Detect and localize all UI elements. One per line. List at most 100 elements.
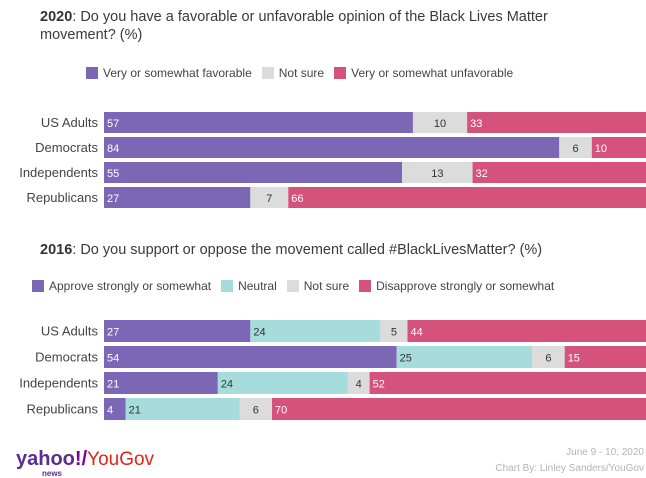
legend-swatch: [286, 280, 299, 292]
data-label-republicans-approve-strongly-or-somewhat: 4: [107, 405, 113, 417]
legend-item-disapprove-strongly-or-somewhat: Disapprove strongly or somewhat: [359, 279, 554, 293]
chart-2020-question: : Do you have a favorable or unfavorable…: [40, 9, 548, 43]
data-label-democrats-not-sure: 6: [572, 143, 578, 155]
data-label-independents-not-sure: 4: [356, 379, 362, 391]
category-label-republicans: Republicans: [26, 402, 98, 417]
bar-independents-not-sure: [402, 162, 473, 183]
legend-swatch: [32, 280, 44, 292]
chart-credit: Chart By: Linley Sanders/YouGov: [495, 463, 644, 474]
bar-democrats-not-sure: [559, 137, 592, 158]
bar-us-adults-disapprove-strongly-or-somewhat: [407, 320, 646, 342]
bar-us-adults-very-or-somewhat-unfavorable: [467, 112, 646, 133]
chart-2020-bars: US Adults 57 10 33 Democrats 84 6 10 Independent…: [19, 112, 646, 208]
yahoo-news-label: news: [42, 469, 63, 478]
data-label-us-adults-very-or-somewhat-favorable: 57: [107, 118, 119, 130]
data-label-democrats-very-or-somewhat-unfavorable: 10: [595, 143, 607, 155]
data-label-us-adults-very-or-somewhat-unfavorable: 33: [470, 118, 482, 130]
bar-us-adults-very-or-somewhat-favorable: [104, 112, 413, 133]
data-label-independents-neutral: 24: [221, 379, 233, 391]
bar-us-adults-approve-strongly-or-somewhat: [104, 320, 251, 342]
data-label-us-adults-disapprove-strongly-or-somewhat: 44: [411, 327, 423, 339]
data-label-democrats-approve-strongly-or-somewhat: 54: [107, 353, 119, 365]
category-label-us-adults: US Adults: [41, 115, 99, 130]
data-label-republicans-neutral: 21: [129, 405, 141, 417]
data-label-us-adults-not-sure: 5: [391, 327, 397, 339]
bar-republicans-neutral: [125, 398, 240, 420]
chart-2016-legend: Approve strongly or somewhat Neutral Not s…: [32, 278, 564, 294]
chart-2016-title: 2016: Do you support or oppose the movem…: [40, 241, 600, 259]
bar-republicans-approve-strongly-or-somewhat: [104, 398, 126, 420]
legend-item-neutral: Neutral: [221, 279, 277, 293]
yahoo-exclamation: !: [74, 448, 82, 470]
bar-democrats-disapprove-strongly-or-somewhat: [564, 346, 646, 368]
logo-slash: /: [81, 448, 88, 470]
bar-republicans-disapprove-strongly-or-somewhat: [272, 398, 646, 420]
legend-label: Not sure: [278, 66, 325, 80]
data-label-us-adults-neutral: 24: [253, 327, 265, 339]
bar-independents-very-or-somewhat-favorable: [104, 162, 403, 183]
data-label-republicans-not-sure: 6: [253, 405, 259, 417]
data-label-democrats-not-sure: 6: [545, 353, 551, 365]
chart-2020-title: 2020: Do you have a favorable or unfavor…: [40, 8, 600, 44]
data-label-independents-very-or-somewhat-favorable: 55: [107, 168, 119, 180]
legend-item-very-or-somewhat-favorable: Very or somewhat favorable: [86, 66, 252, 80]
chart-2016-year: 2016: [40, 242, 73, 258]
legend-label: Very or somewhat favorable: [103, 66, 252, 80]
bar-democrats-neutral: [396, 346, 533, 368]
legend-label: Very or somewhat unfavorable: [351, 66, 514, 80]
bar-independents-approve-strongly-or-somewhat: [104, 372, 218, 394]
bar-independents-not-sure: [347, 372, 370, 394]
bar-republicans-very-or-somewhat-unfavorable: [288, 187, 646, 208]
yahoo-yougov-logo: yahoo!/YouGov: [16, 448, 154, 471]
bar-us-adults-neutral: [250, 320, 381, 342]
category-label-republicans: Republicans: [26, 190, 98, 205]
category-label-independents: Independents: [19, 165, 98, 180]
data-label-republicans-very-or-somewhat-unfavorable: 66: [291, 193, 303, 205]
bar-republicans-not-sure: [250, 187, 289, 208]
legend-label: Disapprove strongly or somewhat: [376, 279, 555, 293]
bar-independents-neutral: [217, 372, 348, 394]
chart-2020-legend: Very or somewhat favorable Not sure Very o…: [86, 65, 523, 81]
data-label-independents-approve-strongly-or-somewhat: 21: [107, 379, 119, 391]
legend-item-not-sure: Not sure: [286, 279, 350, 293]
bar-democrats-approve-strongly-or-somewhat: [104, 346, 397, 368]
chart-2016-question: : Do you support or oppose the movement …: [72, 242, 543, 258]
bar-us-adults-not-sure: [412, 112, 468, 133]
category-label-democrats: Democrats: [35, 350, 98, 365]
data-label-us-adults-not-sure: 10: [434, 118, 446, 130]
bar-us-adults-not-sure: [380, 320, 408, 342]
bar-independents-very-or-somewhat-unfavorable: [472, 162, 646, 183]
legend-swatch: [334, 67, 347, 79]
bar-republicans-not-sure: [239, 398, 273, 420]
category-label-us-adults: US Adults: [41, 324, 99, 339]
legend-swatch: [221, 280, 234, 292]
legend-item-not-sure: Not sure: [261, 66, 325, 80]
legend-swatch: [86, 67, 98, 79]
data-label-republicans-not-sure: 7: [266, 193, 272, 205]
category-label-independents: Independents: [19, 376, 98, 391]
legend-item-very-or-somewhat-unfavorable: Very or somewhat unfavorable: [334, 66, 513, 80]
data-label-independents-not-sure: 13: [431, 168, 443, 180]
legend-item-approve-strongly-or-somewhat: Approve strongly or somewhat: [32, 279, 211, 293]
yahoo-wordmark: yahoo: [16, 448, 75, 470]
bar-democrats-not-sure: [532, 346, 565, 368]
legend-swatch: [261, 67, 274, 79]
bar-independents-disapprove-strongly-or-somewhat: [369, 372, 646, 394]
legend-label: Approve strongly or somewhat: [49, 279, 212, 293]
data-label-republicans-very-or-somewhat-favorable: 27: [107, 193, 119, 205]
yougov-wordmark: YouGov: [87, 449, 155, 470]
data-label-independents-very-or-somewhat-unfavorable: 32: [476, 168, 488, 180]
category-label-democrats: Democrats: [35, 140, 98, 155]
chart-2020-year: 2020: [40, 9, 73, 25]
data-label-us-adults-approve-strongly-or-somewhat: 27: [107, 327, 119, 339]
legend-swatch: [359, 280, 372, 292]
legend-label: Neutral: [238, 279, 277, 293]
survey-date: June 9 - 10, 2020: [566, 447, 644, 458]
data-label-democrats-neutral: 25: [400, 353, 412, 365]
data-label-independents-disapprove-strongly-or-somewhat: 52: [373, 379, 385, 391]
legend-label: Not sure: [303, 279, 350, 293]
data-label-republicans-disapprove-strongly-or-somewhat: 70: [275, 405, 287, 417]
data-label-democrats-disapprove-strongly-or-somewhat: 15: [568, 353, 580, 365]
